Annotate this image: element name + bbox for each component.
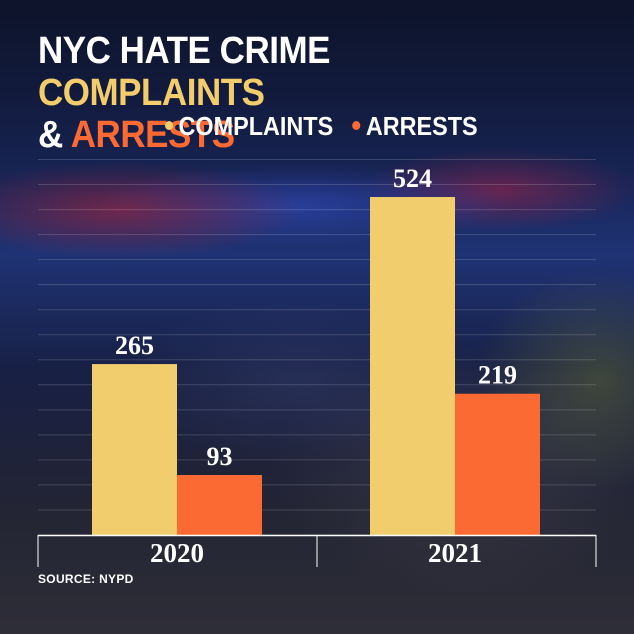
title-part-2: COMPLAINTS: [38, 72, 265, 114]
data-label-complaints-2021: 524: [393, 164, 432, 193]
legend-item-arrests: ARRESTS: [352, 111, 478, 141]
legend-item-complaints: COMPLAINTS: [165, 112, 333, 140]
data-label-complaints-2020: 265: [115, 331, 154, 360]
bar-complaints-2021: [370, 197, 455, 535]
title-part-4: ARRESTS: [70, 114, 235, 156]
bar-complaints-2020: [92, 364, 177, 535]
chart-title: NYC HATE CRIME COMPLAINTS & ARRESTS: [38, 30, 562, 156]
data-label-arrests-2021: 219: [478, 361, 517, 390]
source-note: SOURCE: NYPD: [38, 572, 134, 586]
data-label-arrests-2020: 93: [207, 442, 233, 471]
bar-arrests-2021: [455, 393, 540, 535]
title-part-1: NYC HATE CRIME: [38, 30, 331, 72]
legend-dot-complaints: [165, 120, 174, 130]
legend-dot-arrests: [352, 120, 361, 130]
legend-label-complaints: COMPLAINTS: [178, 111, 334, 141]
legend-label-arrests: ARRESTS: [365, 111, 478, 141]
x-tick-label-2020: 2020: [150, 538, 204, 568]
x-tick-label-2021: 2021: [428, 538, 482, 568]
legend: COMPLAINTS ARRESTS: [165, 112, 490, 140]
title-part-3: &: [38, 114, 63, 156]
bar-arrests-2020: [177, 475, 262, 535]
